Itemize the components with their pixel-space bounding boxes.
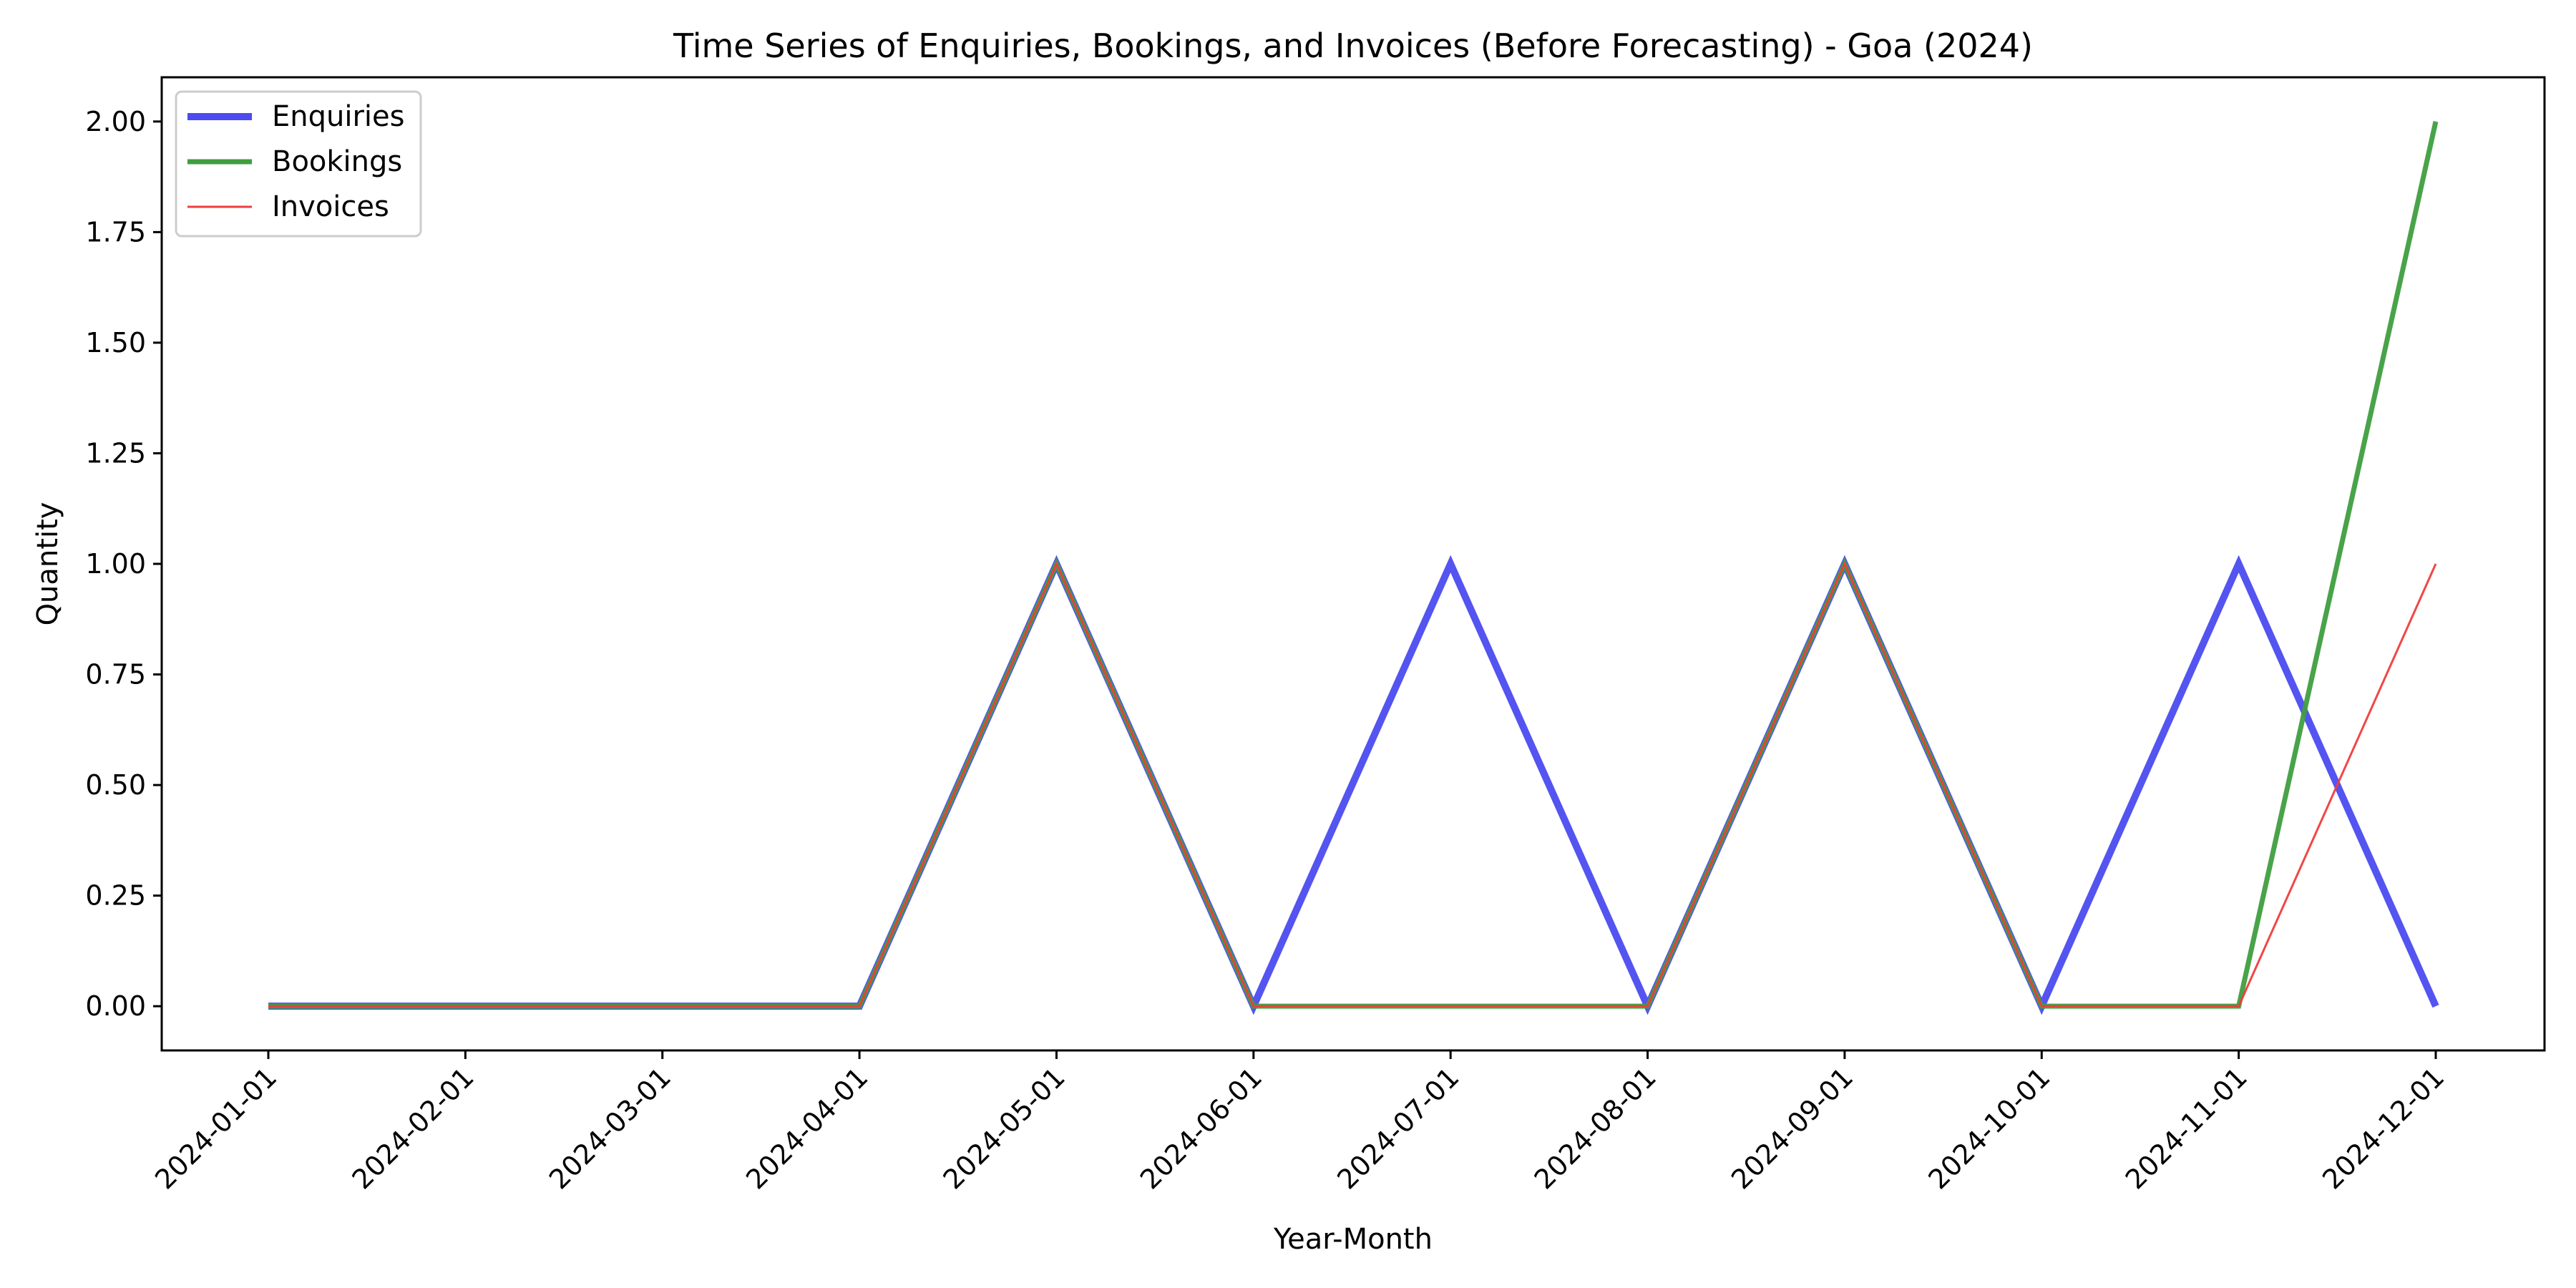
y-axis-label: Quantity: [31, 502, 64, 626]
y-axis-ticks: 0.00 0.25 0.50 0.75 1.00 1.25 1.50 1.75 2.00: [85, 106, 162, 1022]
y-tick-label: 0.25: [85, 880, 146, 912]
x-tick-label: 2024-04-01: [740, 1061, 874, 1195]
y-tick-label: 2.00: [85, 106, 146, 137]
y-tick-label: 1.25: [85, 437, 146, 469]
legend-label-invoices: Invoices: [272, 190, 389, 223]
x-tick-label: 2024-12-01: [2316, 1061, 2450, 1195]
x-tick-label: 2024-06-01: [1134, 1061, 1268, 1195]
x-tick-label: 2024-08-01: [1528, 1061, 1662, 1195]
x-tick-label: 2024-01-01: [149, 1061, 283, 1195]
x-tick-label: 2024-11-01: [2119, 1061, 2253, 1195]
y-tick-label: 1.75: [85, 216, 146, 248]
x-tick-label: 2024-09-01: [1725, 1061, 1859, 1195]
x-tick-label: 2024-10-01: [1922, 1061, 2056, 1195]
x-axis-label: Year-Month: [1273, 1223, 1433, 1256]
x-tick-label: 2024-03-01: [543, 1061, 677, 1195]
legend-box: [175, 90, 422, 238]
x-axis-ticks: 2024-01-01 2024-02-01 2024-03-01 2024-04-01…: [149, 1050, 2450, 1196]
x-tick-label: 2024-07-01: [1331, 1061, 1465, 1195]
chart-title: Time Series of Enquiries, Bookings, and …: [673, 26, 2033, 65]
legend-label-bookings: Bookings: [272, 145, 402, 178]
y-tick-label: 0.50: [85, 769, 146, 801]
plot-area: [160, 76, 2546, 1052]
y-tick-label: 0.75: [85, 659, 146, 691]
series-line-enquiries: [268, 555, 2439, 1015]
series-line-bookings: [268, 121, 2439, 1009]
legend-label-enquiries: Enquiries: [272, 100, 405, 133]
x-tick-label: 2024-02-01: [346, 1061, 479, 1195]
series-line-invoices: [268, 561, 2437, 1008]
legend: Enquiries Bookings Invoices: [175, 90, 422, 238]
y-tick-label: 1.50: [85, 327, 146, 358]
x-tick-label: 2024-05-01: [937, 1061, 1071, 1195]
y-tick-label: 1.00: [85, 548, 146, 580]
y-tick-label: 0.00: [85, 990, 146, 1022]
series-lines: [268, 121, 2439, 1015]
